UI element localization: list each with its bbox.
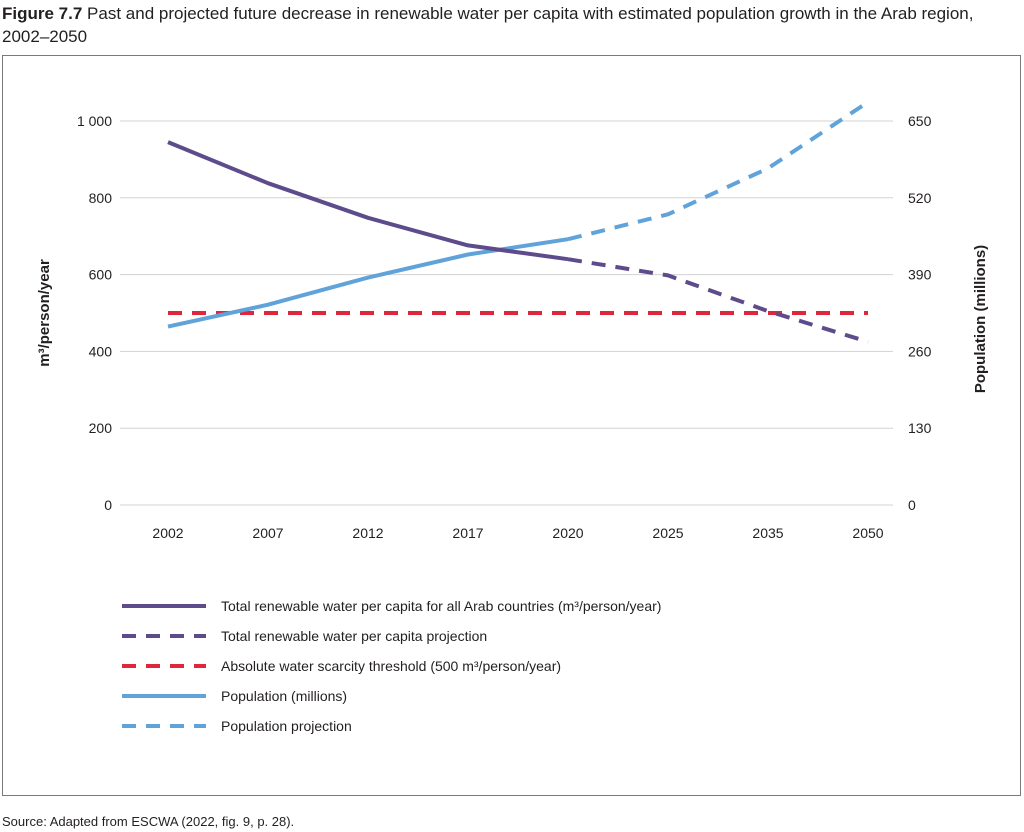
figure-title: Figure 7.7 Past and projected future dec… <box>2 2 1020 48</box>
left-tick-label: 400 <box>89 343 113 359</box>
x-tick-label: 2020 <box>552 525 583 541</box>
legend-label: Absolute water scarcity threshold (500 m… <box>221 658 561 674</box>
right-tick-label: 650 <box>908 113 932 129</box>
right-tick-label: 0 <box>908 497 916 513</box>
left-tick-label: 1 000 <box>77 113 112 129</box>
series-line-4 <box>567 100 870 242</box>
series-line-0 <box>167 140 569 262</box>
x-tick-label: 2007 <box>252 525 283 541</box>
left-tick-label: 200 <box>89 420 113 436</box>
legend-label: Population (millions) <box>221 688 347 704</box>
legend-label: Total renewable water per capita for all… <box>221 598 661 614</box>
x-tick-label: 2012 <box>352 525 383 541</box>
right-axis-title: Population (millions) <box>972 245 989 393</box>
right-tick-label: 130 <box>908 420 932 436</box>
right-tick-label: 260 <box>908 343 932 359</box>
left-tick-label: 600 <box>89 267 113 283</box>
figure-caption: Past and projected future decrease in re… <box>2 4 974 46</box>
figure-label: Figure 7.7 <box>2 4 83 23</box>
x-tick-label: 2025 <box>652 525 683 541</box>
series-line-1 <box>567 257 869 344</box>
left-axis-title: m³/person/year <box>36 259 53 367</box>
x-tick-label: 2002 <box>152 525 183 541</box>
x-tick-label: 2017 <box>452 525 483 541</box>
left-tick-label: 0 <box>104 497 112 513</box>
left-tick-label: 800 <box>89 190 113 206</box>
source-note: Source: Adapted from ESCWA (2022, fig. 9… <box>2 814 295 829</box>
right-tick-label: 390 <box>908 267 932 283</box>
legend-label: Population projection <box>221 718 352 734</box>
chart-frame <box>2 55 1021 796</box>
right-tick-label: 520 <box>908 190 932 206</box>
x-tick-label: 2035 <box>752 525 783 541</box>
legend-label: Total renewable water per capita project… <box>221 628 487 644</box>
x-tick-label: 2050 <box>852 525 883 541</box>
